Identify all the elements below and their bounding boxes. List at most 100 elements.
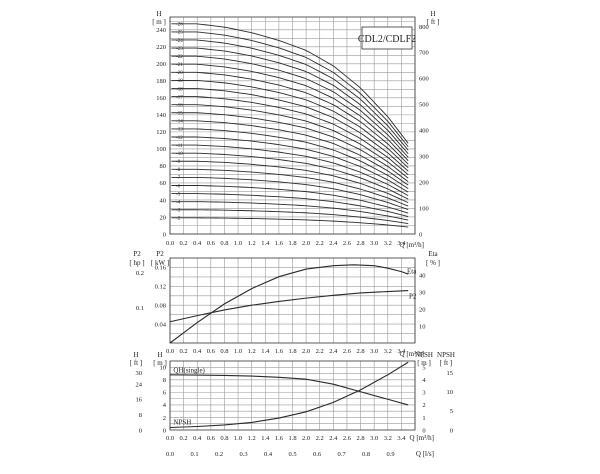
npsh-x-tick: 3.4 <box>397 435 406 442</box>
eta-curve <box>169 264 409 344</box>
npsh-x2-tick: 0.2 <box>215 451 223 458</box>
npsh-chart-xlabel-ls: Q [l/s] <box>416 450 434 458</box>
power-x-tick: 0.6 <box>207 348 216 355</box>
stage-label: -3 <box>176 209 181 214</box>
stage-curve <box>171 39 409 151</box>
power-chart-curves: Eta P2 <box>169 264 417 344</box>
h-ft-tick: 0 <box>139 427 142 434</box>
stage-curve <box>171 23 409 144</box>
power-chart-grid <box>169 258 416 343</box>
power-efficiency-chart: Eta P2 0.0 0.2 0.4 0.6 0.8 1.0 1.2 1.4 1.6 1.8 2.0 2… <box>129 250 440 358</box>
head-m-axis-unit: [ m ] <box>152 18 166 26</box>
stage-curve <box>171 168 409 207</box>
stage-curve <box>171 104 409 179</box>
stage-curve <box>171 63 409 162</box>
stage-label: -4 <box>176 200 181 205</box>
h-ft-tick: 24 <box>136 381 143 388</box>
stage-curve <box>171 152 409 200</box>
stage-label: -26 <box>176 23 183 28</box>
npsh-x2-tick: 0.3 <box>239 451 247 458</box>
eta-tick: 30 <box>419 289 426 296</box>
stage-curve <box>171 112 409 183</box>
head-x-tick: 1.0 <box>234 240 242 247</box>
h-m-tick: 0 <box>163 427 166 434</box>
npsh-m-axis-label: NPSH <box>415 351 433 359</box>
npsh-series-label: NPSH <box>173 418 191 426</box>
npsh-x-tick: 1.8 <box>288 435 296 442</box>
stage-label: -14 <box>176 120 183 125</box>
h-m-axis-unit: [ m ] <box>153 359 167 367</box>
eta-axis-label: Eta <box>428 250 438 258</box>
stage-curve <box>171 128 409 190</box>
npsh-x-tick: 1.0 <box>234 435 242 442</box>
p2-curve <box>169 290 409 323</box>
head-ft-tick: 400 <box>419 128 429 135</box>
single-stage-npsh-chart: QH(single) NPSH 0.0 0.2 0.4 0.6 0.8 1.0 1.2 1.4 1… <box>130 351 455 458</box>
stage-curve <box>171 160 409 204</box>
power-x-tick: 1.4 <box>261 348 270 355</box>
npsh-m-tick: 3 <box>422 390 425 397</box>
eta-axis-unit: [ % ] <box>426 259 440 267</box>
npsh-x-tick: 2.6 <box>343 435 352 442</box>
qh-single-curve <box>169 374 409 406</box>
npsh-chart-ticks: 0.0 0.2 0.4 0.6 0.8 1.0 1.2 1.4 1.6 1.8 2.0 2.2 2.4 2… <box>136 365 454 458</box>
stage-curve <box>171 96 409 176</box>
npsh-ft-tick: 5 <box>450 408 453 415</box>
npsh-x-tick: 0.8 <box>220 435 228 442</box>
stage-label: -25 <box>176 31 183 36</box>
stage-label: -16 <box>176 103 183 108</box>
h-ft-axis-unit: [ ft ] <box>130 359 142 367</box>
power-x-tick: 0.8 <box>220 348 228 355</box>
stage-label: -18 <box>176 87 183 92</box>
power-x-tick: 0.2 <box>180 348 188 355</box>
p2-kw-axis-label: P2 <box>156 250 164 258</box>
stage-curve <box>171 47 409 155</box>
npsh-ft-axis-unit: [ ft ] <box>440 359 452 367</box>
stage-label: -21 <box>176 63 183 68</box>
npsh-m-tick: 1 <box>422 415 425 422</box>
npsh-ft-tick: 15 <box>447 370 454 377</box>
head-ft-axis-label: H <box>430 10 435 18</box>
head-ft-tick: 100 <box>419 205 429 212</box>
p2-series-label: P2 <box>409 293 417 301</box>
power-kw-tick: 0.16 <box>155 265 167 272</box>
npsh-x2-tick: 0.7 <box>337 451 346 458</box>
npsh-chart-frame <box>169 360 416 431</box>
head-x-tick: 1.4 <box>261 240 270 247</box>
stage-label: -12 <box>176 136 183 141</box>
npsh-ft-axis-label: NPSH <box>437 351 455 359</box>
head-chart-xlabel: Q [m³/h] <box>400 241 424 249</box>
power-hp-tick: 0.2 <box>136 270 144 277</box>
h-m-tick: 10 <box>160 365 167 372</box>
head-m-tick: 200 <box>156 61 166 68</box>
p2-hp-axis-unit: [ hp ] <box>129 259 144 267</box>
stage-curve <box>171 144 409 197</box>
power-x-tick: 2.8 <box>356 348 364 355</box>
npsh-chart-xlabel: Q [m³/h] <box>410 434 434 442</box>
npsh-x2-tick: 0.6 <box>313 451 322 458</box>
head-x-tick: 0.8 <box>220 240 228 247</box>
power-x-tick: 2.0 <box>302 348 310 355</box>
head-ft-tick: 200 <box>419 179 429 186</box>
npsh-x-tick: 2.4 <box>329 435 338 442</box>
stage-label: -10 <box>176 152 183 157</box>
h-ft-tick: 30 <box>136 370 143 377</box>
stage-curve <box>171 136 409 193</box>
head-ft-tick: 500 <box>419 102 429 109</box>
stage-label: -8 <box>176 168 181 173</box>
stage-curve <box>171 201 409 221</box>
head-ft-tick: 300 <box>419 153 429 160</box>
stage-label: -22 <box>176 55 183 60</box>
power-kw-tick: 0.12 <box>155 284 166 291</box>
power-x-tick: 2.4 <box>329 348 338 355</box>
npsh-curve <box>169 361 409 429</box>
power-chart-xlabel: Q [m³/h] <box>400 350 424 358</box>
power-x-tick: 0.0 <box>166 348 174 355</box>
stage-curve <box>171 185 409 214</box>
npsh-x2-tick: 0.4 <box>264 451 273 458</box>
p2-kw-axis-unit: [ kW ] <box>151 259 169 267</box>
head-x-tick: 1.8 <box>288 240 296 247</box>
head-x-tick: 2.2 <box>316 240 324 247</box>
stage-label: -11 <box>176 144 183 149</box>
